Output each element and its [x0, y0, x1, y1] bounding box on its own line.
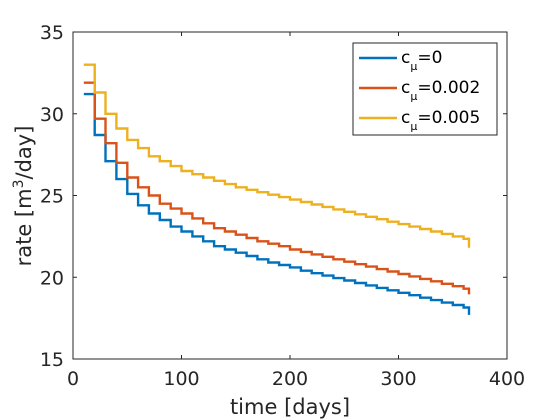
x-tick-label: 200	[272, 368, 308, 390]
y-tick-label: 15	[40, 349, 64, 371]
y-tick-label: 30	[40, 104, 64, 126]
x-tick-label: 100	[163, 368, 199, 390]
y-axis-title: rate [m3/day]	[11, 126, 36, 267]
y-tick-label: 20	[40, 267, 64, 289]
legend: cμ=0 cμ=0.002 cμ=0.005	[352, 42, 498, 136]
y-tick-label: 25	[40, 186, 64, 208]
legend-label-2: cμ=0.002	[401, 78, 480, 103]
y-axis-title-superscript: 3	[11, 180, 27, 189]
x-tick-label: 0	[67, 368, 79, 390]
x-axis-title: time [days]	[230, 395, 350, 419]
series-line-3	[83, 63, 471, 248]
legend-label-1: cμ=0	[401, 48, 442, 73]
series-layer	[83, 63, 471, 315]
series-line-1	[83, 92, 471, 315]
ticks-layer: 0 100 200 300 400 15 20 25 30 35	[40, 22, 525, 390]
y-axis-title-unit: /day]	[12, 126, 36, 180]
x-tick-label: 400	[489, 368, 525, 390]
series-line-2	[83, 81, 471, 295]
y-tick-label: 35	[40, 22, 64, 44]
y-axis-title-main: rate [m	[12, 188, 36, 266]
legend-label-3: cμ=0.005	[401, 108, 480, 133]
x-tick-label: 300	[380, 368, 416, 390]
